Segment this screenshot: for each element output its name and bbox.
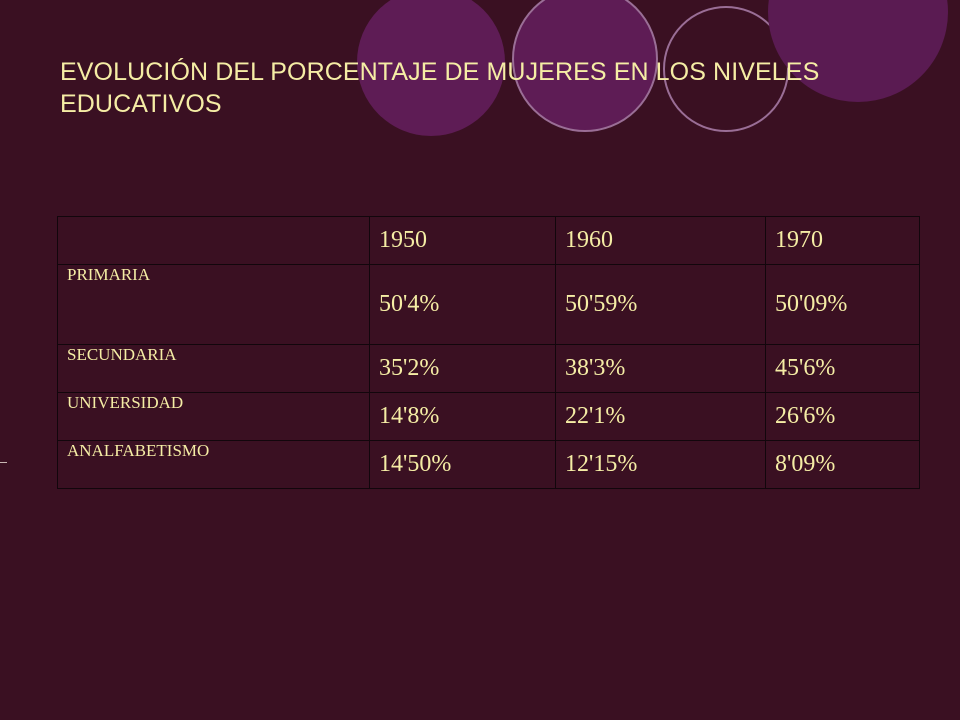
decorative-circle	[357, 0, 505, 136]
table-cell: 50'4%	[369, 264, 556, 345]
table-row: SECUNDARIA 35'2% 38'3% 45'6%	[57, 344, 920, 393]
table-cell: 38'3%	[555, 344, 766, 393]
table-cell: 50'59%	[555, 264, 766, 345]
table-row: PRIMARIA 50'4% 50'59% 50'09%	[57, 264, 920, 345]
edge-dash-mark	[0, 462, 7, 463]
table-cell: 22'1%	[555, 392, 766, 441]
table-cell: 26'6%	[765, 392, 920, 441]
column-header: 1950	[369, 216, 556, 265]
column-header: 1960	[555, 216, 766, 265]
table-cell: 35'2%	[369, 344, 556, 393]
table-cell: 8'09%	[765, 440, 920, 489]
table-row: UNIVERSIDAD 14'8% 22'1% 26'6%	[57, 392, 920, 441]
row-label: SECUNDARIA	[57, 344, 370, 393]
slide-title: EVOLUCIÓN DEL PORCENTAJE DE MUJERES EN L…	[60, 58, 820, 118]
row-label: UNIVERSIDAD	[57, 392, 370, 441]
column-header: 1970	[765, 216, 920, 265]
table-cell: 45'6%	[765, 344, 920, 393]
table-cell: 12'15%	[555, 440, 766, 489]
table-row: ANALFABETISMO 14'50% 12'15% 8'09%	[57, 440, 920, 489]
table-header-row: 1950 1960 1970	[57, 216, 920, 265]
decorative-circle	[512, 0, 658, 132]
table-corner-cell	[57, 216, 370, 265]
table-cell: 50'09%	[765, 264, 920, 345]
row-label: PRIMARIA	[57, 264, 370, 345]
table-cell: 14'50%	[369, 440, 556, 489]
table-cell: 14'8%	[369, 392, 556, 441]
data-table: 1950 1960 1970 PRIMARIA 50'4% 50'59% 50'…	[57, 216, 920, 489]
row-label: ANALFABETISMO	[57, 440, 370, 489]
